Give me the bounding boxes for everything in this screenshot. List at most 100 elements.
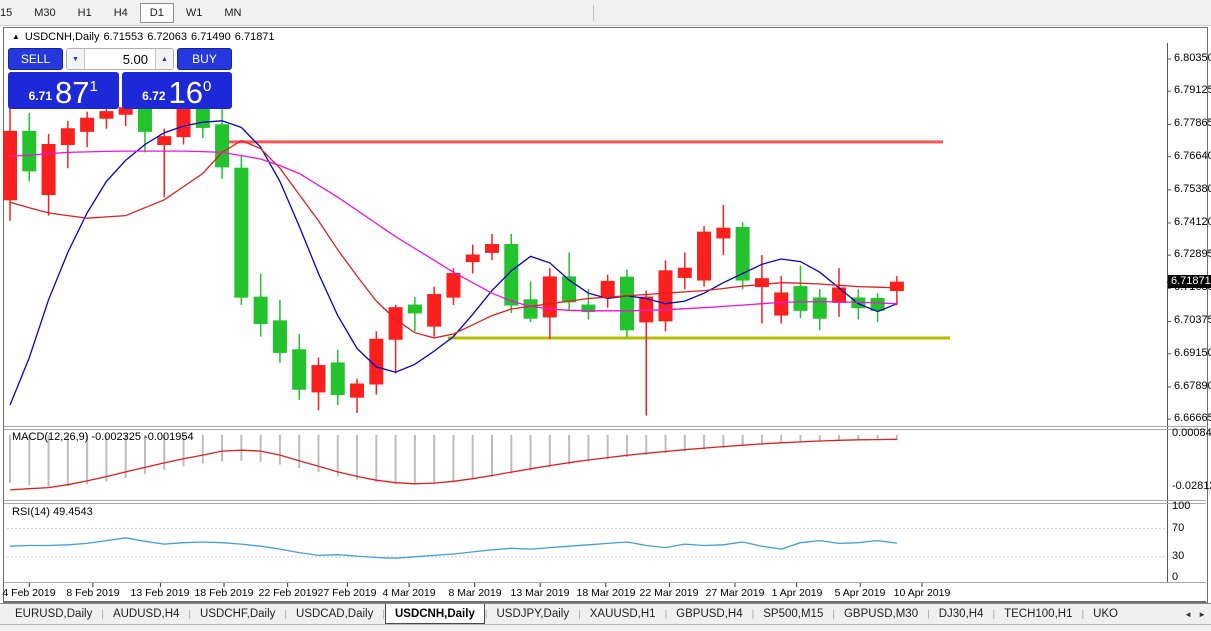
sell-button[interactable]: SELL [8, 48, 63, 70]
date-axis-label: 27 Feb 2019 [317, 587, 377, 599]
tab-separator: | [832, 608, 835, 620]
price-axis-label: 6.66665 [1174, 412, 1211, 424]
chart-tab-gbpusd-m30[interactable]: GBPUSD,M30 [843, 608, 919, 620]
ask-price-prefix: 6.72 [142, 89, 166, 103]
candle-body [562, 276, 577, 303]
chart-tab-uko[interactable]: UKO [1093, 608, 1118, 620]
bid-price-point: 1 [89, 78, 98, 95]
macd-indicator-label: MACD(12,26,9) -0.002325 -0.001954 [12, 431, 194, 443]
price-axis-label: 6.69150 [1174, 347, 1211, 359]
tab-separator: | [284, 608, 288, 620]
candle-body [465, 254, 480, 263]
date-axis-label: 8 Feb 2019 [66, 587, 120, 599]
date-axis-label: 8 Mar 2019 [448, 587, 502, 599]
candle-body [195, 108, 210, 128]
one-click-trade-panel: SELL ▼ 5.00 ▲ BUY 6.71 87 1 6.72 16 0 [8, 48, 232, 109]
rsi-line [9, 537, 897, 559]
chart-tab-usdcnh-daily[interactable]: USDCNH,Daily [384, 604, 485, 624]
date-axis-label: 27 Mar 2019 [705, 587, 765, 599]
timeframe-button-d1[interactable]: D1 [139, 2, 174, 23]
candle-body [176, 105, 191, 138]
candlestick-series [3, 97, 904, 416]
chart-tab-xauusd-h1[interactable]: XAUUSD,H1 [589, 608, 656, 620]
chart-tab-usdchf-daily[interactable]: USDCHF,Daily [200, 608, 276, 620]
tab-scroll-left-icon[interactable]: ◄ [1184, 609, 1193, 619]
ma-mid-line [9, 139, 897, 339]
volume-spinner[interactable]: ▼ 5.00 ▲ [66, 48, 174, 70]
tab-separator: | [751, 608, 755, 620]
chart-tab-usdjpy-daily[interactable]: USDJPY,Daily [496, 608, 570, 620]
volume-decrease-icon[interactable]: ▼ [67, 49, 85, 69]
candle-body [427, 294, 442, 327]
price-axis-label: 6.76640 [1174, 150, 1211, 162]
collapse-triangle-icon[interactable]: ▲ [12, 32, 20, 41]
macd-scale-max-label: 0.000849 [1172, 427, 1211, 439]
price-axis-label: 6.77865 [1174, 117, 1211, 129]
macd-histogram [9, 434, 898, 487]
candle-body [812, 297, 827, 319]
candle-body [870, 297, 885, 311]
quote-open: 6.71553 [103, 31, 144, 43]
candle-body [446, 272, 461, 298]
candle-body [407, 304, 422, 314]
buy-button[interactable]: BUY [177, 48, 232, 70]
tab-separator: | [101, 608, 104, 620]
chart-tab-sp500-m15[interactable]: SP500,M15 [763, 608, 824, 620]
date-axis-label: 22 Feb 2019 [258, 587, 318, 599]
quote-close: 6.71871 [234, 31, 275, 43]
candle-body [793, 286, 808, 311]
rsi-scale-label: 100 [1172, 500, 1191, 512]
timeframe-button-w1[interactable]: W1 [185, 6, 203, 19]
candle-body [253, 296, 268, 324]
tab-scroll-right-icon[interactable]: ► [1198, 609, 1206, 619]
candle-body [735, 226, 750, 281]
bid-price-prefix: 6.71 [28, 89, 53, 103]
timeframe-button-h4[interactable]: H4 [113, 6, 128, 19]
bid-price-tile[interactable]: 6.71 87 1 [8, 72, 119, 109]
chart-title-bar[interactable]: ▲ USDCNH,Daily 6.71553 6.72063 6.71490 6.7187… [12, 31, 279, 45]
chart-tab-tech100-h1[interactable]: TECH100,H1 [1004, 608, 1073, 620]
quote-high: 6.72063 [147, 31, 188, 43]
rsi-scale-label: 70 [1172, 522, 1185, 534]
tab-separator: | [664, 608, 668, 620]
ma-slow-line [9, 150, 897, 312]
candle-body [388, 307, 403, 340]
chart-tab-dj30-h4[interactable]: DJ30,H4 [938, 608, 984, 620]
chart-tab-eurusd-daily[interactable]: EURUSD,Daily [15, 608, 93, 620]
current-price-tag: 6.71871 [1168, 275, 1211, 288]
date-axis-label: 4 Mar 2019 [382, 587, 436, 599]
candle-body [523, 299, 538, 319]
ask-price-pips: 16 [168, 74, 203, 110]
ask-price-point: 0 [203, 78, 212, 95]
panel-splitter[interactable] [4, 426, 1206, 430]
timeframe-button-mn[interactable]: MN [224, 6, 242, 19]
ask-price-tile[interactable]: 6.72 16 0 [121, 72, 232, 110]
panel-splitter[interactable] [4, 500, 1206, 504]
timeframe-toolbar: 15 M30 H1 H4 D1 W1 MN [0, 0, 1211, 26]
tab-separator: | [1081, 608, 1085, 620]
chart-tab-bar: EURUSD,Daily | AUDUSD,H4 | USDCHF,Daily | USDC… [0, 603, 1211, 624]
volume-input[interactable]: 5.00 [85, 49, 155, 69]
volume-increase-icon[interactable]: ▲ [155, 49, 173, 69]
chart-tab-usdcad-daily[interactable]: USDCAD,Daily [296, 608, 374, 620]
timeframe-button-15[interactable]: 15 [0, 6, 13, 19]
timeframe-button-m30[interactable]: M30 [34, 6, 56, 19]
candle-body [716, 227, 731, 239]
timeframe-button-h1[interactable]: H1 [77, 6, 92, 19]
rsi-indicator-label: RSI(14) 49.4543 [12, 506, 93, 518]
macd-scale-min-label: -0.028124 [1172, 480, 1211, 492]
candle-body [330, 362, 345, 396]
date-axis-label: 18 Mar 2019 [576, 587, 636, 599]
ma-fast-line [9, 120, 898, 406]
chart-symbol-title: USDCNH,Daily [24, 31, 100, 43]
chart-tab-gbpusd-h4[interactable]: GBPUSD,H4 [676, 608, 743, 620]
candle-body [215, 124, 230, 168]
chart-tab-audusd-h4[interactable]: AUDUSD,H4 [112, 608, 180, 620]
candle-body [80, 117, 95, 132]
candle-body [60, 128, 75, 146]
tab-separator: | [927, 608, 930, 620]
tab-separator: | [992, 608, 996, 620]
candle-body [292, 349, 307, 390]
price-axis-label: 6.72895 [1174, 248, 1211, 260]
candle-body [619, 276, 634, 331]
